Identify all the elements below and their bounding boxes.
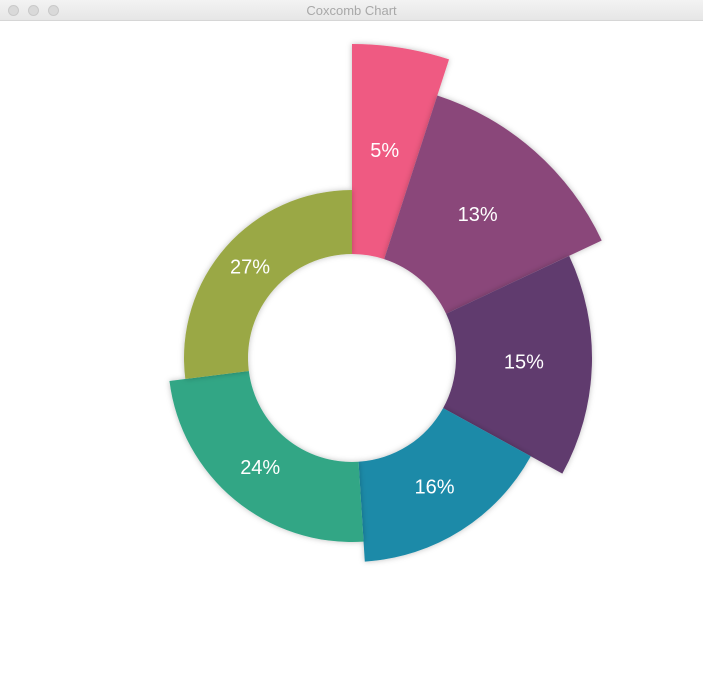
coxcomb-segment: [384, 95, 602, 314]
minimize-button[interactable]: [28, 5, 39, 16]
coxcomb-segment: [184, 190, 352, 380]
value-label: 24%: [240, 457, 280, 479]
close-button[interactable]: [8, 5, 19, 16]
value-label: 27%: [230, 256, 270, 278]
value-label: 13%: [458, 204, 498, 226]
coxcomb-segment: [352, 44, 450, 260]
coxcomb-segment: [169, 371, 364, 542]
value-label: 15%: [504, 352, 544, 374]
value-label: 16%: [415, 476, 455, 498]
window-title: Coxcomb Chart: [306, 3, 397, 18]
zoom-button[interactable]: [48, 5, 59, 16]
window-titlebar: Coxcomb Chart: [0, 0, 703, 21]
coxcomb-segment: [358, 408, 531, 562]
coxcomb-segment: [443, 255, 592, 474]
value-label: 5%: [370, 140, 399, 162]
